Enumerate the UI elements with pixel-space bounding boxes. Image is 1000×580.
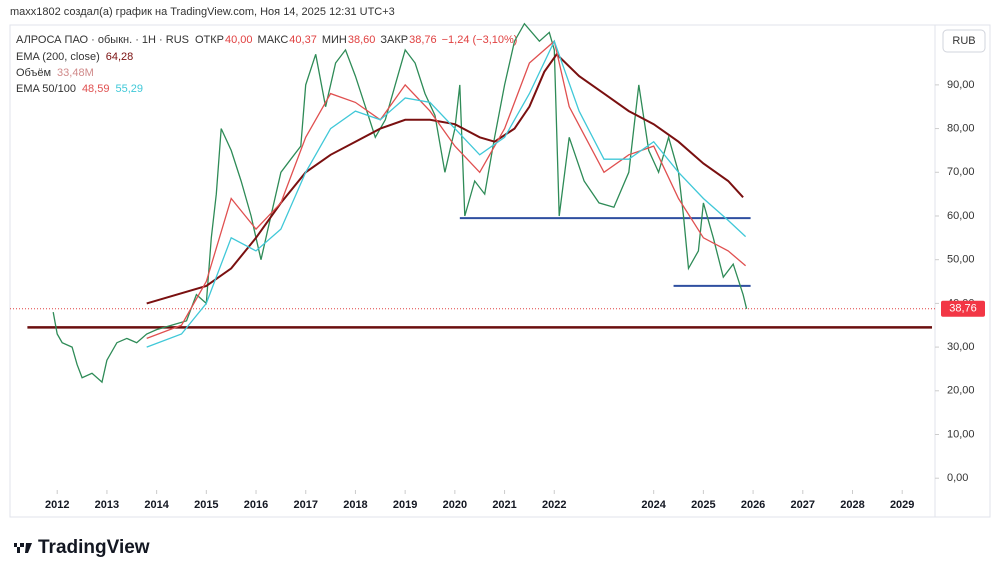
legend-value: 64,28: [106, 51, 134, 63]
y-tick-label: 30,00: [947, 341, 975, 353]
legend-label: Объём: [16, 67, 51, 79]
y-tick-label: 0,00: [947, 472, 968, 484]
ohlc-value: 38,76: [409, 34, 437, 46]
legend-value: 55,29: [115, 83, 143, 95]
attribution: maxx1802 создал(а) график на TradingView…: [10, 6, 395, 18]
legend: АЛРОСА ПАО · обыкн. · 1Н · RUS ОТКР 40,00 М…: [16, 34, 517, 95]
x-tick-label: 2024: [641, 499, 666, 511]
series-line: [146, 39, 747, 340]
currency-box[interactable]: [942, 29, 986, 53]
x-tick-label: 2017: [293, 499, 317, 511]
y-tick-label: 20,00: [947, 385, 975, 397]
legend-label: EMA (200, close): [16, 51, 100, 63]
x-tick-label: 2019: [393, 499, 417, 511]
x-tick-label: 2025: [691, 499, 715, 511]
ohlc-label: МИН: [322, 34, 347, 46]
x-tick-label: 2029: [890, 499, 914, 511]
x-tick-label: 2013: [95, 499, 119, 511]
y-tick-label: 60,00: [947, 210, 975, 222]
last-price-tag: [941, 300, 985, 317]
x-tick-label: 2016: [244, 499, 268, 511]
y-tick-label: 70,00: [947, 166, 975, 178]
x-tick-label: 2026: [741, 499, 765, 511]
x-tick-label: 2021: [492, 499, 516, 511]
x-tick-label: 2027: [791, 499, 815, 511]
ohlc-label: ЗАКР: [380, 34, 408, 46]
ohlc-label: ОТКР: [195, 34, 224, 46]
series-line: [146, 39, 747, 348]
ohlc-value: −1,24 (−3,10%): [442, 34, 518, 46]
legend-value: 33,48M: [57, 67, 94, 79]
y-tick-label: 50,00: [947, 254, 975, 266]
series-line: [146, 52, 744, 305]
x-tick-label: 2020: [443, 499, 467, 511]
symbol: АЛРОСА ПАО · обыкн. · 1Н · RUS: [16, 34, 189, 46]
y-tick-label: 10,00: [947, 428, 975, 440]
ohlc-value: 38,60: [348, 34, 376, 46]
ohlc-label: МАКС: [258, 34, 289, 46]
x-tick-label: 2022: [542, 499, 566, 511]
brand: TradingView: [38, 537, 150, 558]
legend-label: EMA 50/100: [16, 83, 76, 95]
x-tick-label: 2012: [45, 499, 69, 511]
ohlc-value: 40,37: [289, 34, 317, 46]
logo: [14, 543, 32, 553]
x-tick-label: 2015: [194, 499, 218, 511]
plot: 0,00 10,00 20,00 30,00 40,00 50,00 60,00 70,00 8…: [10, 22, 985, 511]
y-tick-label: 80,00: [947, 122, 975, 134]
ohlc-value: 40,00: [225, 34, 253, 46]
y-tick-label: 90,00: [947, 79, 975, 91]
x-tick-label: 2014: [144, 499, 169, 511]
x-tick-label: 2018: [343, 499, 367, 511]
last-price-label: 38,76: [949, 303, 977, 315]
frame: [9, 24, 991, 518]
legend-value: 48,59: [82, 83, 110, 95]
series-line: [52, 22, 748, 384]
currency[interactable]: RUB: [952, 35, 975, 47]
x-tick-label: 2028: [840, 499, 864, 511]
